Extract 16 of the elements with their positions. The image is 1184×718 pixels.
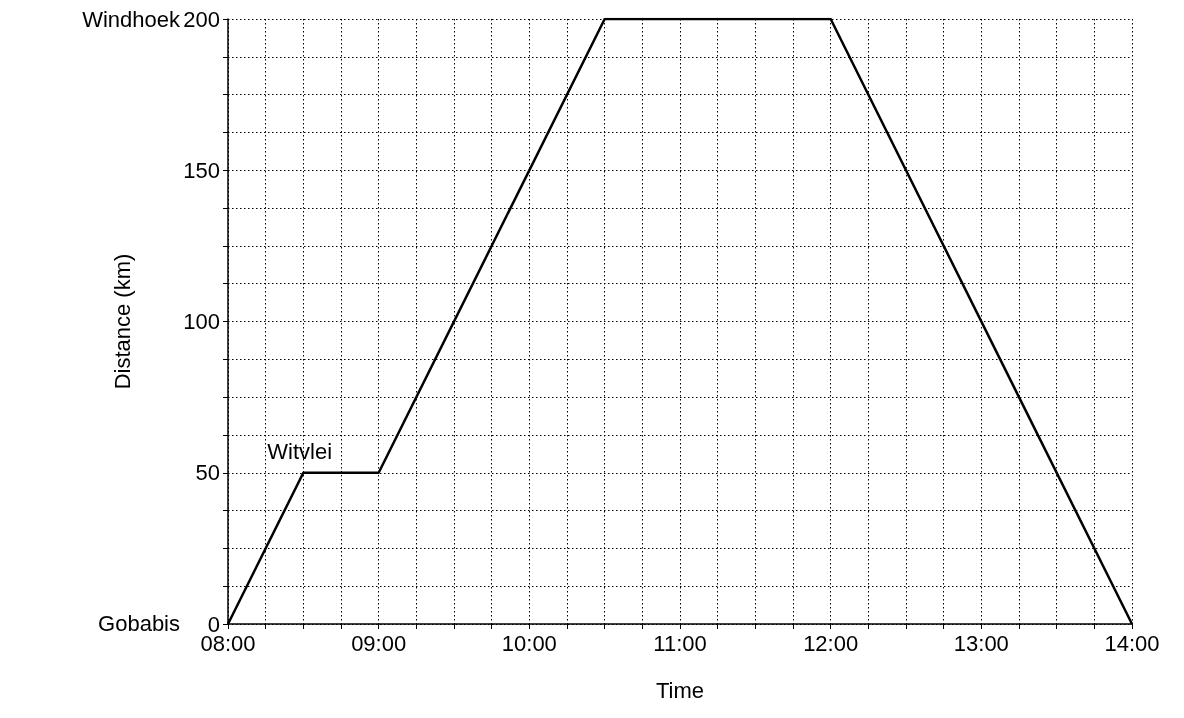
- x-tick-label: 09:00: [351, 630, 407, 656]
- y-tick-label: 0: [207, 611, 220, 637]
- x-axis-title: Time: [655, 677, 705, 703]
- x-tick-label: 12:00: [803, 630, 859, 656]
- text: Gobabis: [98, 610, 181, 636]
- y-tick-label: 200: [183, 6, 220, 32]
- x-tick-label: 11:00: [653, 630, 707, 656]
- y-axis-title: Distance (km): [109, 253, 135, 390]
- annotation: Witvlei: [267, 439, 333, 465]
- x-tick-label: 13:00: [953, 630, 1009, 656]
- y-tick-label: 100: [183, 309, 220, 334]
- y-tick-label: 150: [183, 157, 220, 183]
- text: Windhoek: [82, 6, 181, 32]
- y-tick-label: 50: [195, 460, 220, 486]
- x-tick-label: 10:00: [501, 630, 557, 656]
- x-tick-label: 14:00: [1104, 630, 1160, 656]
